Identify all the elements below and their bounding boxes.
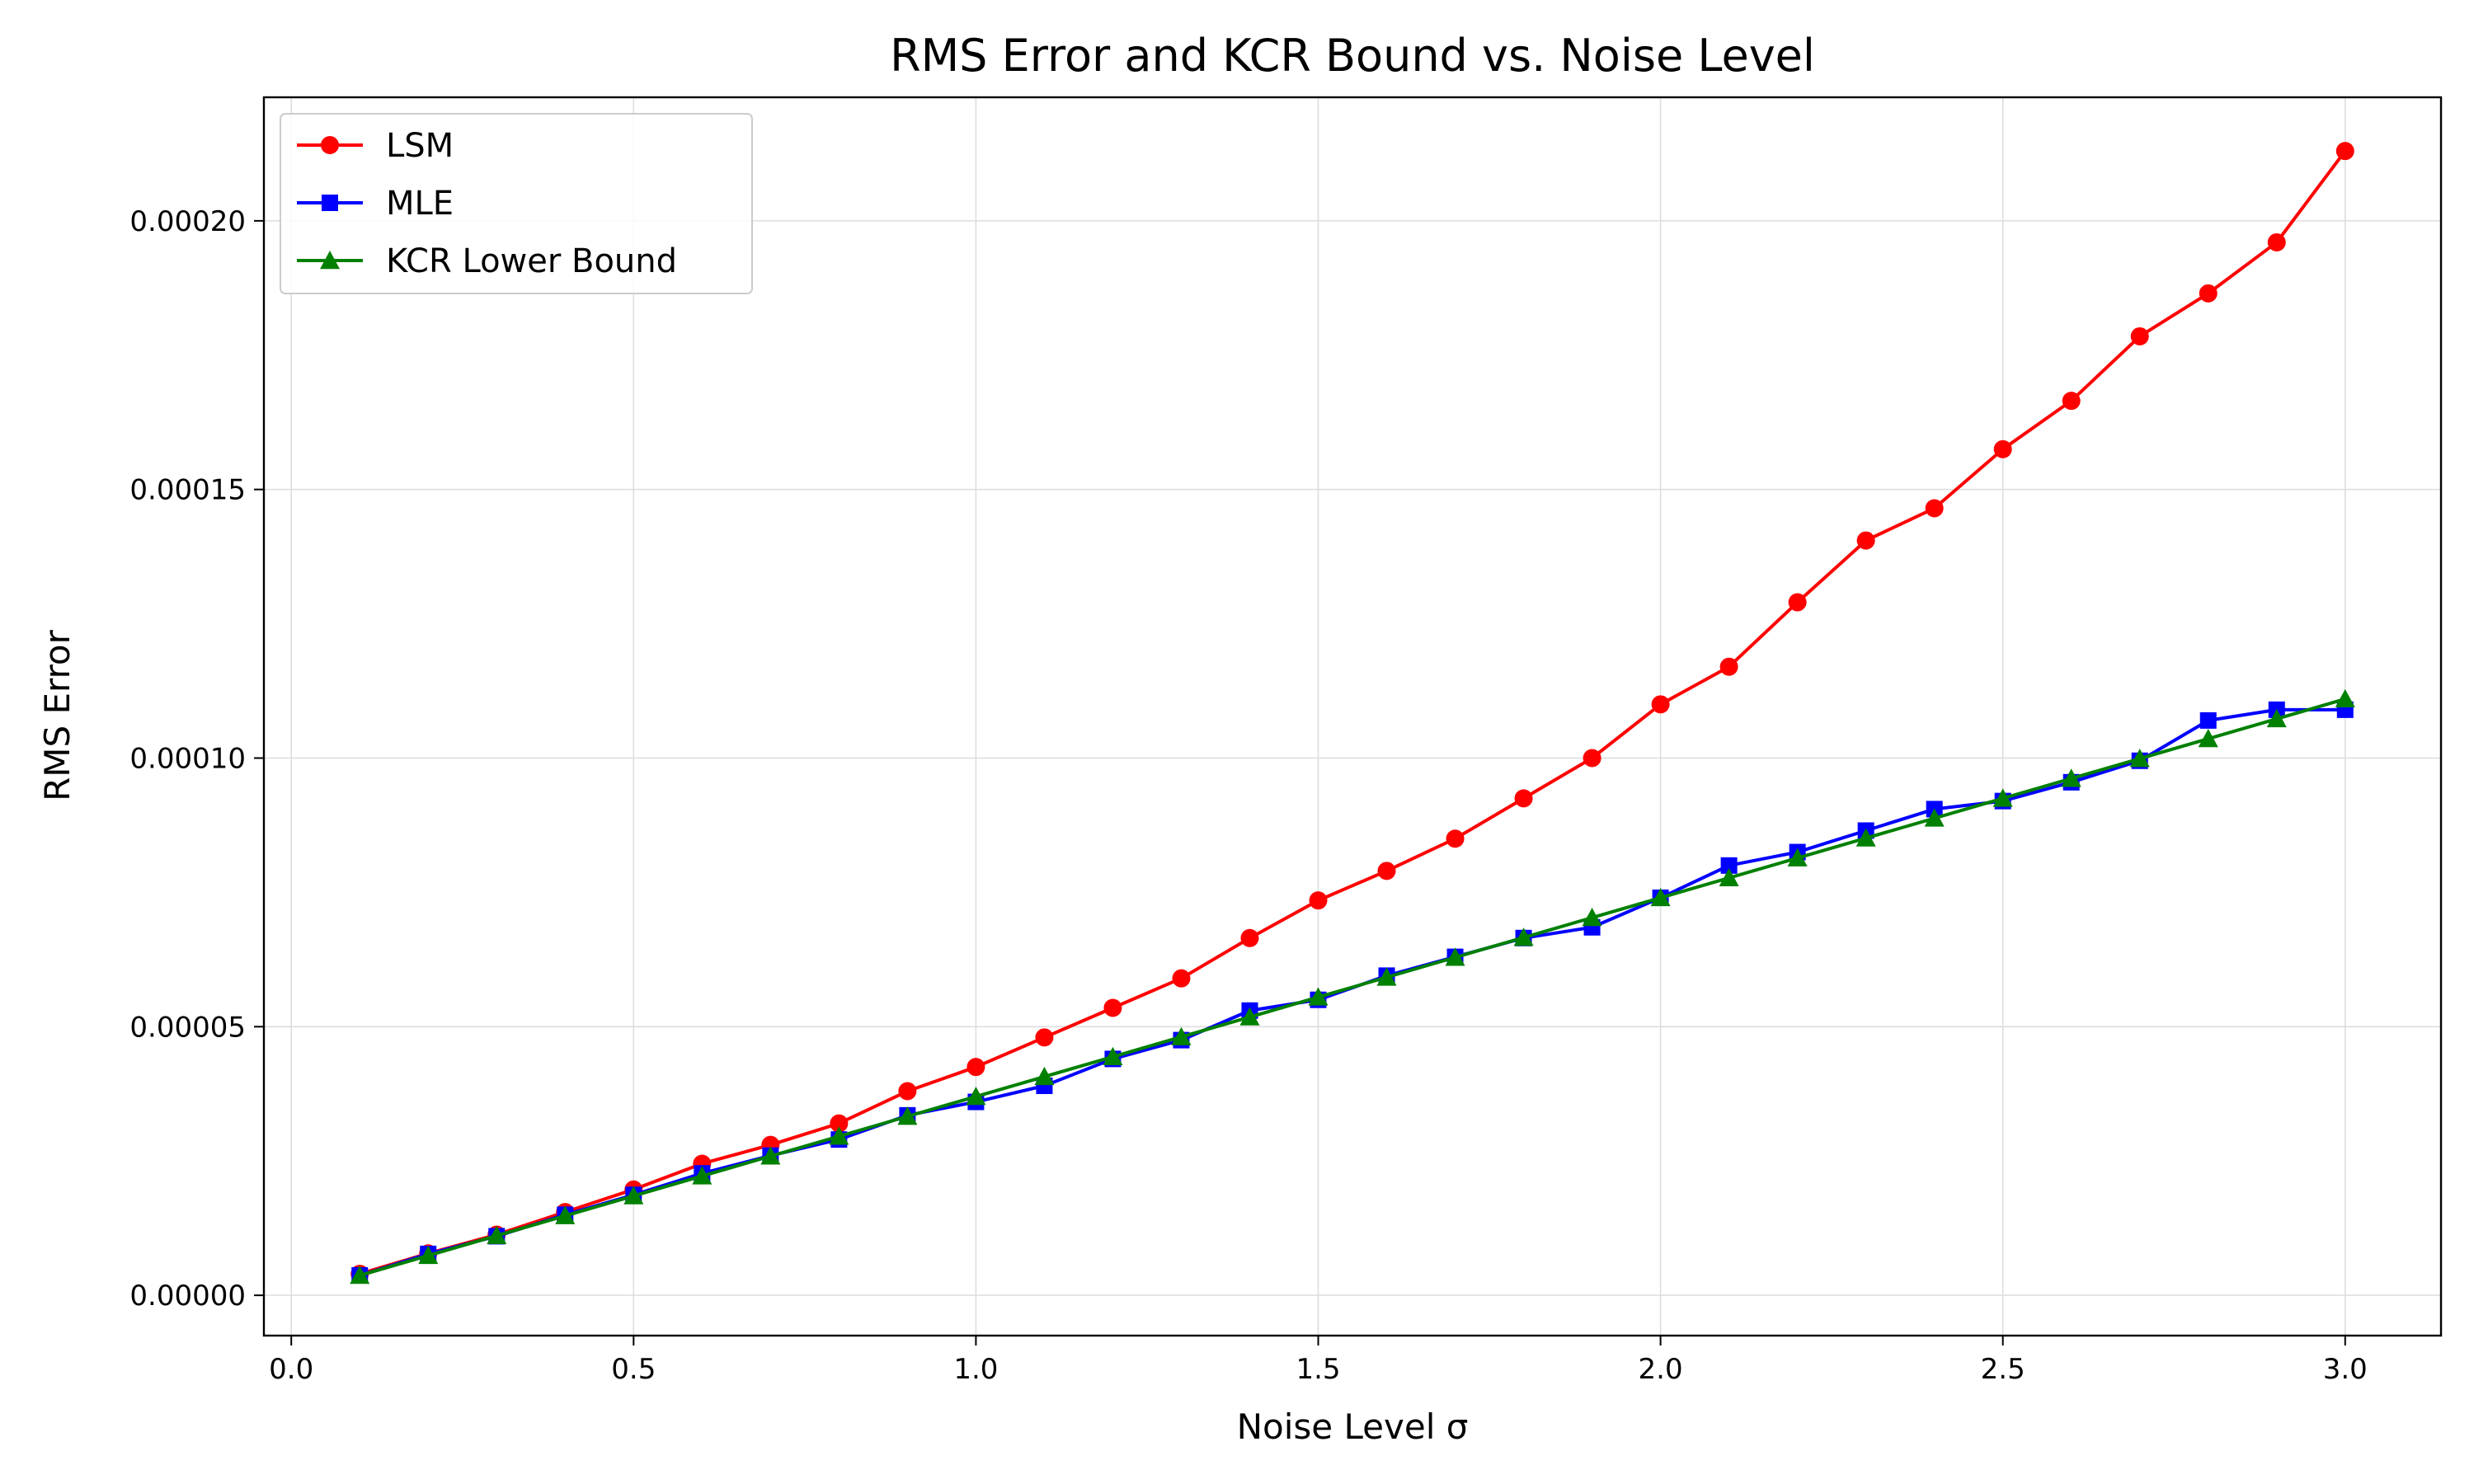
legend: LSM MLE KCR Lower Bound (280, 113, 753, 294)
legend-label: MLE (386, 185, 454, 223)
legend-item-kcr-lower-bound: KCR Lower Bound (297, 242, 677, 280)
y-tick-label: 0.00000 (129, 1280, 246, 1313)
data-point-kcr-lower-bound (1239, 1007, 1260, 1026)
x-axis-ticks: 0.0 0.5 1.0 1.5 2.0 2.5 3.0 (269, 1336, 2368, 1386)
data-point-lsm (898, 1082, 917, 1101)
x-tick-label: 0.5 (611, 1353, 656, 1386)
x-tick-label: 3.0 (2323, 1353, 2368, 1386)
legend-label: KCR Lower Bound (386, 242, 677, 280)
y-axis-ticks: 0.00000 0.00005 0.00010 0.00015 0.00020 (129, 205, 264, 1313)
data-point-kcr-lower-bound (1650, 887, 1671, 907)
data-point-kcr-lower-bound (1376, 967, 1397, 986)
data-point-lsm (1035, 1028, 1054, 1047)
data-point-lsm (1651, 695, 1670, 714)
data-point-kcr-lower-bound (2266, 708, 2287, 728)
x-tick-label: 1.0 (953, 1353, 998, 1386)
legend-label: LSM (386, 127, 454, 165)
data-point-lsm (1993, 439, 2012, 458)
data-point-lsm (2267, 232, 2286, 251)
grid (264, 97, 2441, 1336)
data-point-kcr-lower-bound (966, 1087, 986, 1106)
series-line-lsm (359, 149, 2347, 1275)
data-point-kcr-lower-bound (1513, 928, 1534, 946)
y-tick-label: 0.00020 (129, 205, 246, 238)
data-point-kcr-lower-bound (555, 1205, 576, 1224)
y-axis-label: RMS Error (37, 629, 78, 801)
data-point-mle (1720, 857, 1738, 874)
data-point-kcr-lower-bound (1992, 788, 2013, 807)
data-point-lsm (967, 1058, 985, 1077)
data-point-lsm (1925, 499, 1944, 518)
data-point-kcr-lower-bound (1034, 1066, 1055, 1086)
data-point-kcr-lower-bound (2335, 688, 2355, 708)
data-point-kcr-lower-bound (487, 1225, 507, 1244)
data-point-lsm (2130, 326, 2149, 345)
data-point-kcr-lower-bound (1924, 808, 1945, 827)
data-point-kcr-lower-bound (350, 1266, 370, 1284)
legend-box (280, 113, 753, 294)
x-tick-label: 2.5 (1981, 1353, 2025, 1386)
chart-title: RMS Error and KCR Bound vs. Noise Level (890, 30, 1815, 82)
series-line-kcr-lower-bound (359, 697, 2346, 1277)
data-point-lsm (1172, 969, 1191, 988)
data-point-lsm (2199, 284, 2218, 303)
data-point-mle (2199, 711, 2217, 729)
legend-item-lsm: LSM (297, 127, 454, 165)
x-axis-label: Noise Level σ (1237, 1407, 1469, 1447)
legend-marker (321, 136, 339, 154)
data-point-kcr-lower-bound (760, 1146, 781, 1165)
data-point-lsm (1240, 928, 1259, 947)
data-point-kcr-lower-bound (2061, 768, 2081, 787)
legend-marker (320, 251, 340, 270)
data-point-kcr-lower-bound (1171, 1026, 1192, 1045)
series-layer (350, 142, 2355, 1284)
data-point-lsm (1309, 891, 1328, 910)
y-tick-label: 0.00005 (129, 1011, 246, 1044)
data-point-kcr-lower-bound (829, 1126, 849, 1145)
data-point-kcr-lower-bound (1787, 848, 1808, 866)
legend-item-mle: MLE (297, 185, 454, 223)
data-point-kcr-lower-bound (1308, 987, 1329, 1006)
data-point-lsm (1583, 749, 1602, 768)
plot-frame (262, 96, 2443, 1337)
data-point-lsm (1446, 829, 1465, 848)
y-tick-label: 0.00015 (129, 474, 246, 507)
data-point-lsm (2335, 142, 2354, 161)
legend-marker (322, 195, 338, 211)
data-point-kcr-lower-bound (897, 1106, 918, 1125)
data-point-kcr-lower-bound (1445, 947, 1465, 966)
data-point-kcr-lower-bound (1719, 867, 1739, 887)
series-kcr-lower-bound (350, 688, 2355, 1284)
data-point-kcr-lower-bound (692, 1166, 713, 1185)
data-point-lsm (2062, 392, 2081, 411)
data-point-lsm (1788, 593, 1807, 612)
data-point-kcr-lower-bound (2129, 749, 2150, 768)
data-point-lsm (1856, 531, 1875, 550)
data-point-lsm (830, 1114, 849, 1133)
data-point-kcr-lower-bound (1103, 1046, 1123, 1066)
data-point-kcr-lower-bound (418, 1245, 439, 1265)
x-tick-label: 2.0 (1639, 1353, 1683, 1386)
data-point-kcr-lower-bound (1856, 828, 1876, 847)
data-point-lsm (1377, 862, 1396, 881)
data-point-lsm (1719, 657, 1738, 676)
y-tick-label: 0.00010 (129, 743, 246, 776)
data-point-lsm (1514, 789, 1533, 808)
data-point-kcr-lower-bound (623, 1186, 644, 1205)
x-tick-label: 1.5 (1296, 1353, 1340, 1386)
data-point-kcr-lower-bound (1582, 908, 1602, 927)
data-point-lsm (1103, 998, 1122, 1017)
x-tick-label: 0.0 (269, 1353, 313, 1386)
data-point-kcr-lower-bound (2198, 729, 2218, 748)
